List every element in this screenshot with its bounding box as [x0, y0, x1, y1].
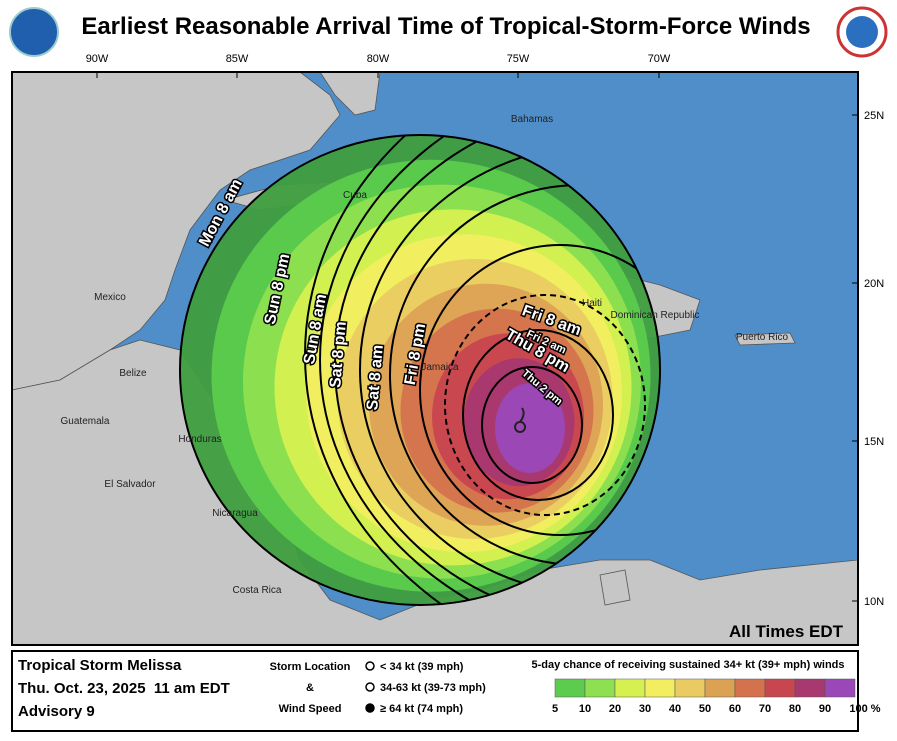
place-label: Belize: [119, 368, 147, 379]
noaa-logo: [9, 7, 59, 57]
place-label: Costa Rica: [233, 585, 282, 596]
legend-title: 5-day chance of receiving sustained 34+ …: [532, 659, 845, 671]
latitude-label: 25N: [864, 110, 884, 122]
probability-band: [495, 383, 565, 473]
arrival-contour: [319, 135, 660, 605]
latitude-label: 10N: [864, 596, 884, 608]
legend-swatch: [824, 678, 856, 698]
legend-swatch: [704, 678, 736, 698]
place-label: Mexico: [94, 292, 126, 303]
arrival-contour: [444, 294, 646, 516]
key-item: < 34 kt (39 mph): [380, 661, 464, 673]
nws-logo-inner: [846, 16, 878, 48]
longitude-label: 70W: [648, 53, 671, 65]
place-label: Bahamas: [511, 114, 553, 125]
timezone-note: All Times EDT: [729, 622, 844, 641]
legend-swatch: [584, 678, 616, 698]
key-item: 34-63 kt (39-73 mph): [380, 682, 486, 694]
legend-label: 50: [699, 703, 711, 715]
legend-swatch: [734, 678, 766, 698]
legend-label: 80: [789, 703, 801, 715]
arrival-contour: [419, 244, 660, 536]
storm-name: Tropical Storm Melissa: [18, 657, 182, 674]
legend-swatch: [764, 678, 796, 698]
place-label: Jamaica: [421, 362, 459, 373]
legend-swatch: [614, 678, 646, 698]
place-label: Guatemala: [61, 416, 110, 427]
land-florida: [319, 72, 381, 116]
legend-label: 20: [609, 703, 621, 715]
key-symbol: [365, 682, 375, 692]
longitude-label: 80W: [367, 53, 390, 65]
place-label: Honduras: [178, 434, 221, 445]
legend-swatch: [674, 678, 706, 698]
place-label: Cuba: [343, 190, 367, 201]
legend-label: 90: [819, 703, 831, 715]
map-axes: 90W 85W 80W 75W 70W 25N 20N 15N 10N: [86, 53, 885, 608]
legend-label: 70: [759, 703, 771, 715]
place-label: Dominican Republic: [611, 310, 700, 321]
place-label: Nicaragua: [212, 508, 258, 519]
latitude-label: 15N: [864, 436, 884, 448]
key-symbol: [365, 703, 375, 713]
arrival-contour: [481, 366, 583, 484]
place-label: Haiti: [582, 298, 602, 309]
storm-key: Storm Location & Wind Speed < 34 kt (39 mph…: [270, 661, 486, 715]
legend-label: 5: [552, 703, 558, 715]
legend-label: 30: [639, 703, 651, 715]
key-title: &: [306, 682, 314, 694]
legend-swatch: [554, 678, 586, 698]
key-title: Storm Location: [270, 661, 351, 673]
arrival-contour: [462, 329, 614, 501]
longitude-label: 90W: [86, 53, 109, 65]
advisory-date: Thu. Oct. 23, 2025 11 am EDT: [18, 680, 230, 697]
map-frame: [11, 71, 859, 646]
legend-label: 60: [729, 703, 741, 715]
key-symbol: [365, 661, 375, 671]
storm-symbol: [514, 407, 527, 433]
legend: 5-day chance of receiving sustained 34+ …: [532, 659, 881, 715]
legend-swatch: [794, 678, 826, 698]
place-label: Puerto Rico: [736, 332, 789, 343]
band-outline: [179, 134, 661, 606]
longitude-label: 75W: [507, 53, 530, 65]
land-puerto-rico: [734, 332, 796, 346]
key-title: Wind Speed: [279, 703, 342, 715]
legend-label: 40: [669, 703, 681, 715]
probability-bands: [179, 134, 661, 606]
land-trinidad: [599, 569, 631, 606]
place-label: El Salvador: [104, 479, 156, 490]
longitude-label: 85W: [226, 53, 249, 65]
latitude-label: 20N: [864, 278, 884, 290]
legend-label: 100 %: [849, 703, 880, 715]
advisory-number: Advisory 9: [18, 703, 95, 720]
arrival-contour: [304, 135, 660, 605]
legend-swatch: [644, 678, 676, 698]
legend-label: 10: [579, 703, 591, 715]
title: Earliest Reasonable Arrival Time of Trop…: [81, 13, 810, 40]
arrival-contour: [334, 135, 660, 605]
key-item: ≥ 64 kt (74 mph): [380, 703, 463, 715]
